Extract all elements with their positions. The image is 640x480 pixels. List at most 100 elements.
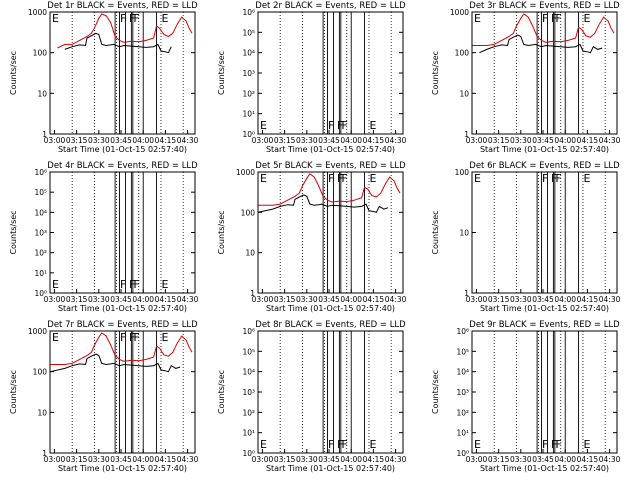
x-tick-label: 03:00 xyxy=(252,455,274,464)
x-tick-label: 03:30 xyxy=(510,455,532,464)
flag-label: E xyxy=(260,172,267,185)
panel-title: Det 7r BLACK = Events, RED = LLD xyxy=(47,320,198,330)
flag-label: F xyxy=(341,119,347,132)
y-tick-label: 1 xyxy=(464,289,469,298)
flag-label: F xyxy=(120,12,126,25)
x-tick-label: 04:30 xyxy=(177,455,199,464)
x-tick-label: 03:45 xyxy=(318,295,340,304)
x-tick-label: 04:00 xyxy=(554,455,576,464)
flag-label: E xyxy=(583,172,590,185)
x-tick-label: 03:00 xyxy=(44,136,66,145)
panel-title: Det 9r BLACK = Events, RED = LLD xyxy=(469,320,620,330)
y-tick-label: 10³ xyxy=(34,229,47,238)
x-tick-label: 03:45 xyxy=(318,136,340,145)
y-tick-label: 10⁶ xyxy=(242,327,255,336)
x-tick-label: 03:45 xyxy=(110,295,132,304)
x-tick-label: 03:15 xyxy=(66,295,88,304)
x-tick-label: 03:15 xyxy=(274,295,296,304)
x-tick-label: 03:15 xyxy=(66,136,88,145)
flag-label: F xyxy=(328,172,334,185)
flag-label: E xyxy=(260,119,267,132)
flag-label: F xyxy=(328,438,334,451)
y-tick-label: 1 xyxy=(42,449,47,458)
flag-label: F xyxy=(341,438,347,451)
y-tick-label: 10 xyxy=(245,249,255,258)
x-axis-label: Start Time (01-Oct-15 02:57:40) xyxy=(266,145,395,154)
x-tick-label: 04:30 xyxy=(177,295,199,304)
y-tick-label: 10⁴ xyxy=(456,368,469,377)
x-tick-label: 04:00 xyxy=(340,136,362,145)
x-axis-label: Start Time (01-Oct-15 02:57:40) xyxy=(266,464,395,473)
x-tick-label: 04:30 xyxy=(385,295,407,304)
y-axis-label: Counts/sec xyxy=(217,51,226,95)
y-tick-label: 10³ xyxy=(242,388,255,397)
x-tick-label: 03:30 xyxy=(88,295,110,304)
y-tick-label: 10¹ xyxy=(456,429,469,438)
y-tick-label: 10⁰ xyxy=(242,449,255,458)
x-tick-label: 03:15 xyxy=(488,295,510,304)
plot-frame xyxy=(49,11,196,135)
x-tick-label: 03:00 xyxy=(44,295,66,304)
flag-label: E xyxy=(161,331,168,344)
events-series-line xyxy=(64,32,172,54)
flag-label: E xyxy=(369,119,376,132)
x-tick-label: 04:00 xyxy=(132,295,154,304)
y-tick-label: 100 xyxy=(241,208,256,217)
x-tick-label: 03:00 xyxy=(466,136,488,145)
flag-label: E xyxy=(474,438,481,451)
x-tick-label: 03:30 xyxy=(296,455,318,464)
y-axis-label: Counts/sec xyxy=(9,210,18,254)
x-axis-label: Start Time (01-Oct-15 02:57:40) xyxy=(480,145,609,154)
x-tick-label: 04:00 xyxy=(132,136,154,145)
x-tick-label: 04:15 xyxy=(577,136,599,145)
panel-title: Det 1r BLACK = Events, RED = LLD xyxy=(47,1,198,11)
y-axis-label: Counts/sec xyxy=(217,370,226,414)
x-tick-label: 03:15 xyxy=(274,136,296,145)
y-tick-label: 10⁴ xyxy=(242,49,255,58)
x-tick-label: 03:30 xyxy=(296,295,318,304)
lld-series-line xyxy=(472,13,615,46)
x-tick-label: 04:30 xyxy=(385,136,407,145)
events-series-line xyxy=(258,194,389,213)
panel-title: Det 5r BLACK = Events, RED = LLD xyxy=(255,161,406,171)
flag-label: F xyxy=(555,172,561,185)
y-tick-label: 100 xyxy=(33,368,48,377)
y-tick-label: 10⁴ xyxy=(242,368,255,377)
y-axis-label: Counts/sec xyxy=(431,210,440,254)
x-tick-label: 03:15 xyxy=(66,455,88,464)
y-axis-label: Counts/sec xyxy=(217,210,226,254)
flag-label: E xyxy=(474,172,481,185)
x-tick-label: 03:00 xyxy=(466,455,488,464)
y-tick-label: 1 xyxy=(250,289,255,298)
flag-label: F xyxy=(133,278,139,291)
x-tick-label: 03:30 xyxy=(510,295,532,304)
flag-label: F xyxy=(542,12,548,25)
x-tick-label: 04:00 xyxy=(554,136,576,145)
x-tick-label: 04:15 xyxy=(363,136,385,145)
flag-label: F xyxy=(133,12,139,25)
flag-label: E xyxy=(583,12,590,25)
panel-title: Det 4r BLACK = Events, RED = LLD xyxy=(47,161,198,171)
panel-title: Det 2r BLACK = Events, RED = LLD xyxy=(255,1,406,11)
flag-label: E xyxy=(161,12,168,25)
y-tick-label: 10¹ xyxy=(34,269,47,278)
x-tick-label: 03:45 xyxy=(532,295,554,304)
x-tick-label: 03:45 xyxy=(110,455,132,464)
x-tick-label: 03:45 xyxy=(532,136,554,145)
y-tick-label: 10¹ xyxy=(242,429,255,438)
y-tick-label: 10 xyxy=(37,408,47,417)
y-tick-label: 1 xyxy=(42,130,47,139)
x-tick-label: 03:30 xyxy=(296,136,318,145)
y-tick-label: 10⁰ xyxy=(456,449,469,458)
y-axis-label: Counts/sec xyxy=(431,370,440,414)
chart-panel-2: Det 2r BLACK = Events, RED = LLD E F FF E 10⁶… xyxy=(217,1,407,154)
y-tick-label: 100 xyxy=(455,168,470,177)
events-series-line xyxy=(479,34,603,54)
x-tick-label: 03:15 xyxy=(274,455,296,464)
flag-label: E xyxy=(369,172,376,185)
